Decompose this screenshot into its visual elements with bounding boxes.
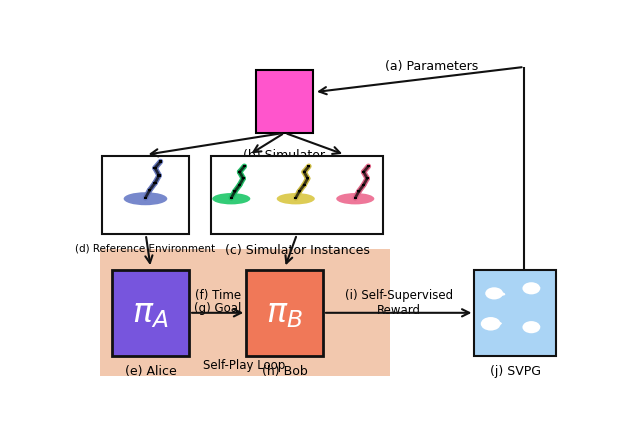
- Text: (b) Simulator: (b) Simulator: [243, 148, 325, 162]
- Text: (j) SVPG: (j) SVPG: [490, 364, 541, 378]
- Text: (i) Self-Supervised: (i) Self-Supervised: [344, 288, 452, 301]
- Bar: [294, 198, 297, 199]
- Bar: [144, 197, 147, 199]
- Bar: [362, 172, 365, 173]
- Circle shape: [485, 288, 503, 300]
- Ellipse shape: [276, 194, 315, 205]
- Bar: [243, 166, 246, 168]
- Bar: [100, 250, 390, 376]
- Bar: [234, 191, 236, 193]
- Bar: [102, 157, 189, 235]
- Bar: [242, 178, 244, 180]
- Text: (c) Simulator Instances: (c) Simulator Instances: [225, 243, 370, 256]
- Bar: [367, 166, 370, 168]
- Circle shape: [481, 317, 500, 331]
- Text: $\pi_B$: $\pi_B$: [266, 297, 303, 329]
- Bar: [365, 178, 369, 180]
- Text: (e) Alice: (e) Alice: [125, 364, 177, 378]
- Text: (a) Parameters: (a) Parameters: [385, 60, 478, 73]
- Bar: [238, 172, 241, 173]
- Bar: [154, 168, 157, 170]
- Ellipse shape: [336, 194, 374, 205]
- Bar: [157, 175, 161, 177]
- Bar: [303, 184, 305, 187]
- Text: Reward: Reward: [377, 303, 420, 316]
- Bar: [307, 166, 310, 168]
- Bar: [354, 198, 356, 199]
- Bar: [211, 157, 383, 235]
- Text: (d) Reference Environment: (d) Reference Environment: [76, 243, 216, 253]
- Circle shape: [522, 321, 540, 333]
- Bar: [357, 191, 360, 193]
- Bar: [306, 178, 309, 180]
- Bar: [474, 270, 556, 356]
- Text: (g) Goal: (g) Goal: [194, 301, 241, 314]
- Text: $\pi_A$: $\pi_A$: [132, 297, 169, 329]
- Ellipse shape: [124, 193, 167, 206]
- Bar: [303, 172, 305, 173]
- Bar: [154, 182, 157, 184]
- Bar: [246, 270, 323, 356]
- Ellipse shape: [212, 194, 250, 205]
- Bar: [112, 270, 189, 356]
- Text: (h) Bob: (h) Bob: [262, 364, 308, 378]
- Bar: [362, 184, 365, 187]
- Text: (f) Time: (f) Time: [195, 288, 241, 301]
- Text: Self-Play Loop: Self-Play Loop: [202, 358, 285, 371]
- Bar: [238, 184, 241, 187]
- Bar: [148, 190, 151, 192]
- Bar: [256, 71, 313, 134]
- Bar: [298, 191, 301, 193]
- Circle shape: [522, 283, 540, 295]
- Bar: [230, 198, 233, 199]
- Bar: [159, 161, 162, 163]
